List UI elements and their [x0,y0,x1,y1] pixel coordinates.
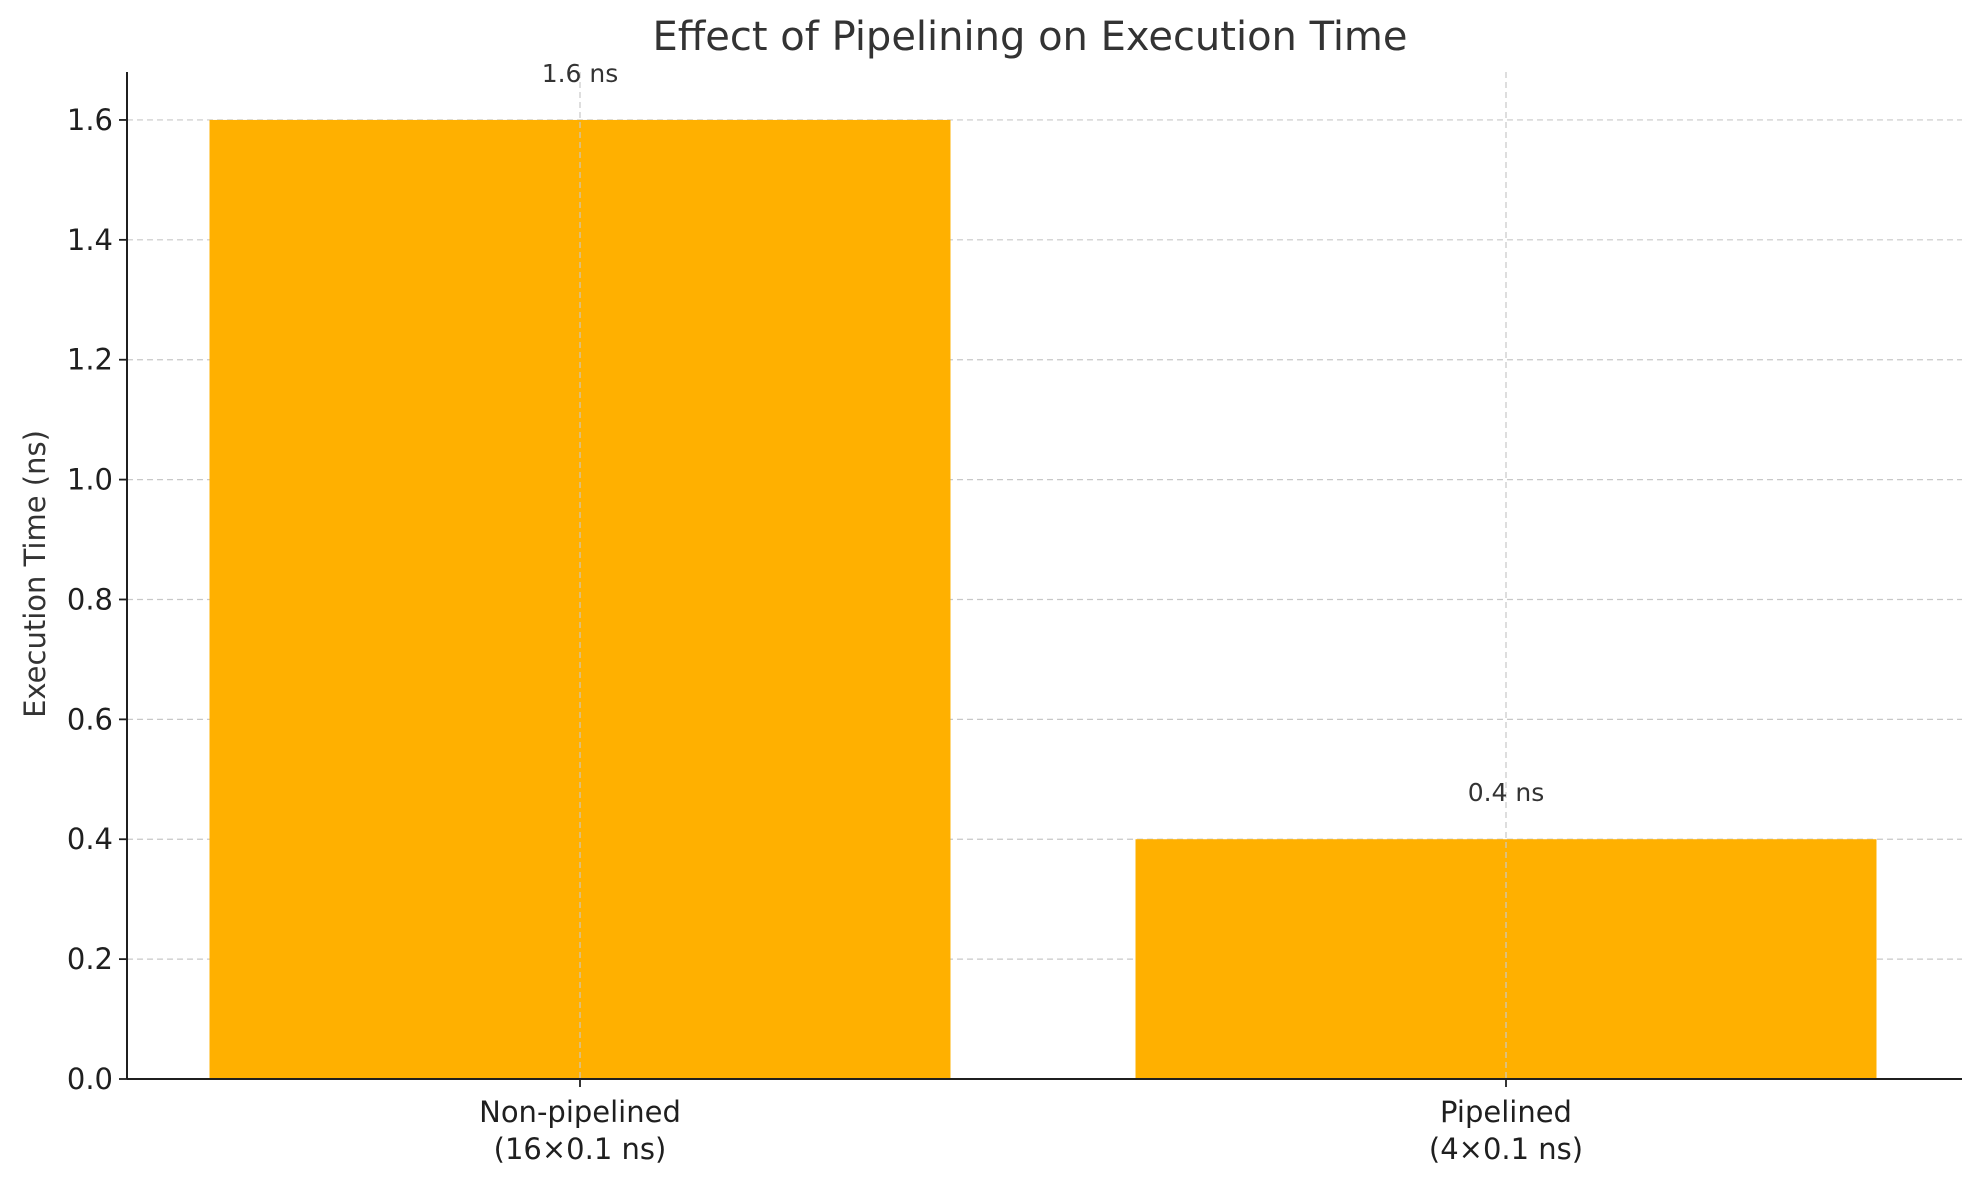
y-ticks: 0.0 0.2 0.4 0.6 0.8 1.0 1.2 1.4 1.6 [67,103,127,1096]
y-tick-label: 0.8 [67,582,113,616]
x-ticks: Non-pipelined (16×0.1 ns) Pipelined (4×0.1 … [479,1079,1583,1166]
y-tick-label: 1.4 [67,223,113,257]
x-tick-label: Non-pipelined (16×0.1 ns) [479,1095,681,1166]
y-tick-label: 0.4 [67,822,113,856]
y-tick-label: 0.2 [67,942,113,976]
y-tick-label: 0.6 [67,702,113,736]
y-axis-label: Execution Time (ns) [18,430,52,718]
y-tick-label: 0.0 [67,1062,113,1096]
bar [209,119,951,1079]
chart-title: Effect of Pipelining on Execution Time [652,14,1407,60]
y-tick-label: 1.6 [67,103,113,137]
y-tick-label: 1.0 [67,463,113,497]
x-tick-label: Pipelined (4×0.1 ns) [1429,1095,1583,1166]
bar [1135,839,1877,1079]
y-tick-label: 1.2 [67,343,113,377]
bar-value-label: 0.4 ns [1468,778,1545,807]
bar-value-label: 1.6 ns [542,59,619,88]
data-labels: 1.6 ns 0.4 ns [542,59,1545,807]
x-grid-lines [579,72,1507,1079]
bars [209,119,1877,1079]
